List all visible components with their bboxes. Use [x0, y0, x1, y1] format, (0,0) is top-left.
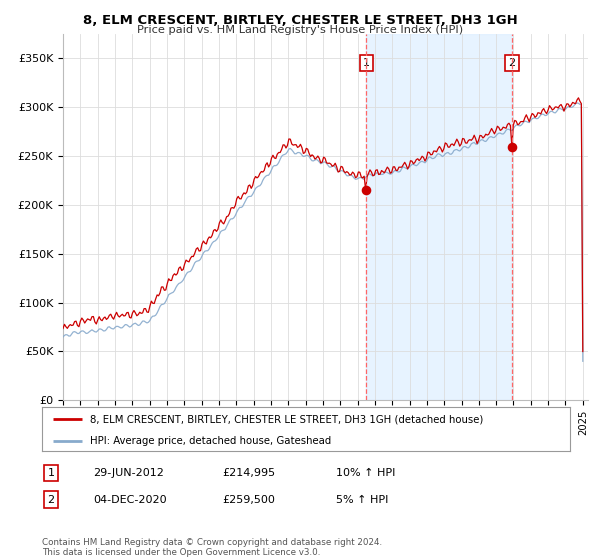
Text: 29-JUN-2012: 29-JUN-2012 — [93, 468, 164, 478]
Text: 10% ↑ HPI: 10% ↑ HPI — [336, 468, 395, 478]
Text: 8, ELM CRESCENT, BIRTLEY, CHESTER LE STREET, DH3 1GH (detached house): 8, ELM CRESCENT, BIRTLEY, CHESTER LE STR… — [89, 414, 483, 424]
Text: 5% ↑ HPI: 5% ↑ HPI — [336, 494, 388, 505]
Bar — [366, 34, 512, 400]
Text: 2: 2 — [509, 58, 515, 68]
Text: £214,995: £214,995 — [222, 468, 275, 478]
Text: 8, ELM CRESCENT, BIRTLEY, CHESTER LE STREET, DH3 1GH: 8, ELM CRESCENT, BIRTLEY, CHESTER LE STR… — [83, 14, 517, 27]
Text: 1: 1 — [47, 468, 55, 478]
Text: HPI: Average price, detached house, Gateshead: HPI: Average price, detached house, Gate… — [89, 436, 331, 446]
Text: Contains HM Land Registry data © Crown copyright and database right 2024.
This d: Contains HM Land Registry data © Crown c… — [42, 538, 382, 557]
Text: 1: 1 — [363, 58, 370, 68]
Text: £259,500: £259,500 — [222, 494, 275, 505]
Text: Price paid vs. HM Land Registry's House Price Index (HPI): Price paid vs. HM Land Registry's House … — [137, 25, 463, 35]
Point — [361, 185, 371, 194]
Text: 04-DEC-2020: 04-DEC-2020 — [93, 494, 167, 505]
Text: 2: 2 — [47, 494, 55, 505]
Point — [508, 142, 517, 151]
